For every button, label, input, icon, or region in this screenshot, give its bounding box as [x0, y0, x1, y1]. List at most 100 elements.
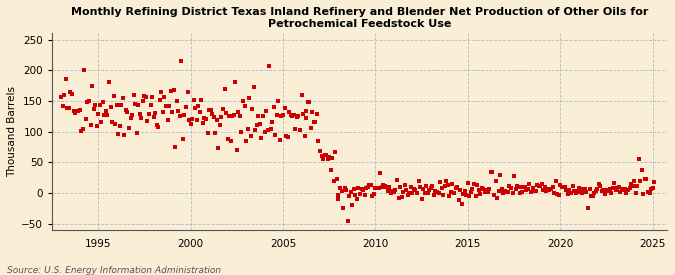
Point	[236, 130, 247, 134]
Point	[62, 105, 73, 110]
Point	[105, 105, 116, 110]
Point	[128, 92, 139, 97]
Point	[520, 185, 531, 189]
Point	[193, 104, 204, 108]
Point	[395, 185, 406, 189]
Point	[244, 95, 254, 100]
Point	[259, 130, 270, 134]
Point	[185, 121, 196, 126]
Point	[302, 100, 313, 104]
Point	[211, 118, 222, 122]
Point	[560, 185, 570, 189]
Point	[330, 150, 341, 154]
Point	[96, 120, 107, 124]
Point	[342, 218, 353, 223]
Point	[550, 179, 561, 183]
Point	[516, 190, 527, 194]
Point	[178, 137, 188, 141]
Point	[121, 108, 132, 112]
Point	[124, 126, 134, 131]
Point	[373, 186, 384, 190]
Point	[545, 187, 556, 192]
Point	[547, 185, 558, 189]
Point	[384, 185, 395, 189]
Y-axis label: Thousand Barrels: Thousand Barrels	[7, 86, 17, 177]
Point	[223, 114, 234, 118]
Point	[286, 113, 296, 117]
Point	[456, 202, 467, 206]
Point	[385, 191, 396, 196]
Point	[475, 192, 485, 196]
Point	[449, 191, 460, 195]
Point	[296, 93, 307, 97]
Point	[466, 189, 477, 194]
Point	[533, 184, 544, 189]
Point	[270, 133, 281, 137]
Point	[612, 186, 622, 190]
Point	[367, 194, 378, 198]
Point	[587, 194, 598, 198]
Point	[262, 128, 273, 132]
Point	[174, 114, 185, 118]
Point	[133, 103, 144, 107]
Point	[423, 191, 433, 196]
Point	[358, 188, 369, 192]
Point	[122, 110, 133, 115]
Point	[416, 196, 427, 201]
Point	[450, 186, 461, 190]
Point	[146, 95, 157, 99]
Point	[114, 124, 125, 128]
Point	[78, 126, 88, 131]
Point	[637, 167, 647, 172]
Point	[609, 181, 620, 186]
Point	[644, 191, 655, 195]
Point	[151, 123, 162, 128]
Point	[512, 184, 522, 189]
Point	[247, 107, 258, 111]
Point	[431, 190, 442, 194]
Point	[500, 189, 510, 193]
Point	[338, 206, 348, 210]
Point	[510, 186, 521, 191]
Point	[290, 126, 301, 131]
Point	[234, 114, 245, 119]
Point	[324, 155, 335, 159]
Point	[190, 106, 200, 111]
Point	[200, 117, 211, 121]
Point	[204, 108, 215, 112]
Point	[170, 145, 181, 149]
Point	[253, 114, 264, 118]
Point	[148, 114, 159, 119]
Point	[99, 113, 110, 117]
Point	[313, 139, 324, 144]
Point	[564, 187, 575, 192]
Point	[632, 184, 643, 188]
Point	[59, 93, 70, 98]
Point	[199, 116, 210, 120]
Point	[305, 126, 316, 130]
Point	[421, 184, 431, 188]
Point	[567, 183, 578, 188]
Point	[549, 191, 560, 196]
Point	[408, 187, 419, 191]
Point	[572, 189, 583, 194]
Point	[340, 186, 350, 190]
Point	[590, 189, 601, 193]
Point	[209, 115, 219, 120]
Point	[258, 114, 269, 119]
Point	[573, 186, 584, 190]
Point	[142, 119, 153, 123]
Point	[102, 113, 113, 117]
Point	[215, 123, 225, 128]
Point	[304, 100, 315, 104]
Point	[438, 193, 449, 197]
Point	[389, 190, 400, 194]
Point	[168, 88, 179, 93]
Point	[325, 168, 336, 172]
Point	[210, 131, 221, 136]
Point	[615, 189, 626, 194]
Point	[176, 59, 187, 63]
Point	[539, 185, 550, 189]
Point	[113, 132, 124, 136]
Point	[558, 185, 569, 189]
